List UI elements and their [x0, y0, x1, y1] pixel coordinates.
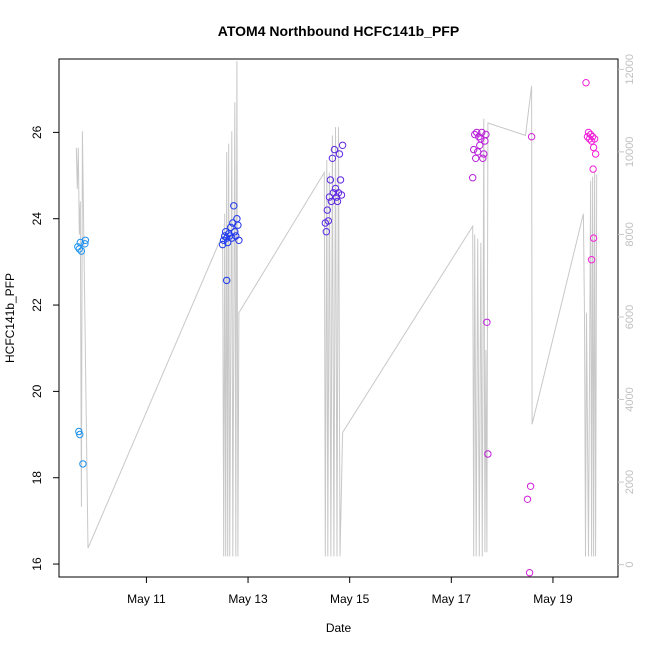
y2-axis: 0 2000 4000 6000 8000 10000 12000 — [618, 54, 636, 568]
y2-tick-label: 6000 — [624, 305, 636, 329]
data-point — [230, 202, 238, 210]
data-point — [224, 238, 232, 247]
data-point — [473, 128, 481, 137]
data-point — [228, 234, 236, 242]
data-point — [81, 240, 89, 248]
data-point — [75, 427, 83, 436]
data-point — [483, 318, 491, 326]
data-point — [338, 141, 347, 150]
data-point — [470, 145, 478, 154]
y-tick-label: 18 — [30, 471, 44, 485]
data-point — [526, 482, 535, 490]
data-point — [79, 460, 87, 468]
data-point — [471, 130, 479, 139]
data-point — [469, 174, 477, 182]
y-tick-label: 26 — [30, 125, 44, 139]
x-tick-label: May 15 — [330, 592, 370, 606]
y-axis: 16 18 20 22 24 26 — [30, 125, 59, 571]
y-tick-label: 22 — [30, 298, 44, 312]
data-point — [77, 247, 86, 255]
data-point — [591, 150, 600, 158]
data-point — [482, 130, 490, 139]
y2-tick-label: 0 — [624, 562, 636, 568]
trace-line — [75, 61, 598, 557]
y2-tick-label: 10000 — [624, 137, 636, 168]
data-point — [484, 450, 492, 458]
data-point — [587, 256, 596, 264]
y-tick-label: 24 — [30, 212, 44, 226]
y-axis-label: HCFC141b_PFP — [3, 273, 17, 363]
data-points — [74, 79, 600, 577]
data-point — [337, 191, 346, 199]
y2-tick-label: 4000 — [624, 387, 636, 411]
data-point — [478, 128, 486, 137]
data-point — [332, 193, 341, 201]
data-point — [589, 143, 598, 152]
data-point — [590, 135, 599, 143]
data-point — [582, 79, 590, 87]
x-tick-label: May 11 — [127, 592, 166, 606]
data-point — [235, 236, 243, 245]
data-point — [479, 154, 487, 163]
data-point — [523, 495, 532, 503]
data-point — [74, 243, 82, 251]
data-point — [218, 240, 227, 249]
data-point — [330, 145, 339, 154]
secondary-trace — [75, 61, 598, 557]
data-point — [234, 221, 242, 229]
data-point — [328, 154, 337, 163]
data-point — [325, 193, 334, 201]
data-point — [76, 430, 84, 439]
x-tick-label: May 13 — [228, 592, 268, 606]
data-point — [324, 217, 332, 225]
y2-tick-label: 2000 — [624, 470, 636, 494]
chart-title: ATOM4 Northbound HCFC141b_PFP — [218, 23, 459, 39]
data-point — [326, 176, 335, 184]
y2-tick-label: 8000 — [624, 222, 636, 246]
data-point — [322, 228, 330, 236]
data-point — [525, 569, 534, 577]
x-tick-label: May 17 — [432, 592, 472, 606]
y-tick-label: 16 — [30, 557, 44, 571]
data-point — [336, 176, 345, 184]
data-point — [335, 150, 344, 158]
data-point — [323, 206, 331, 214]
data-point — [480, 150, 488, 158]
x-tick-label: May 19 — [533, 592, 573, 606]
data-point — [588, 133, 597, 141]
y-tick-label: 20 — [30, 384, 44, 398]
data-point — [227, 223, 235, 232]
data-point — [527, 133, 536, 141]
data-point — [221, 232, 229, 240]
y2-tick-label: 12000 — [624, 54, 636, 85]
x-axis: May 11 May 13 May 15 May 17 May 19 — [127, 577, 573, 606]
plot-frame — [58, 58, 619, 578]
data-point — [589, 234, 598, 242]
data-point — [333, 197, 342, 206]
data-point — [589, 165, 597, 173]
data-point — [81, 236, 90, 245]
data-point — [223, 276, 231, 285]
x-axis-label: Date — [326, 621, 352, 635]
data-point — [231, 228, 239, 236]
data-point — [472, 154, 480, 163]
